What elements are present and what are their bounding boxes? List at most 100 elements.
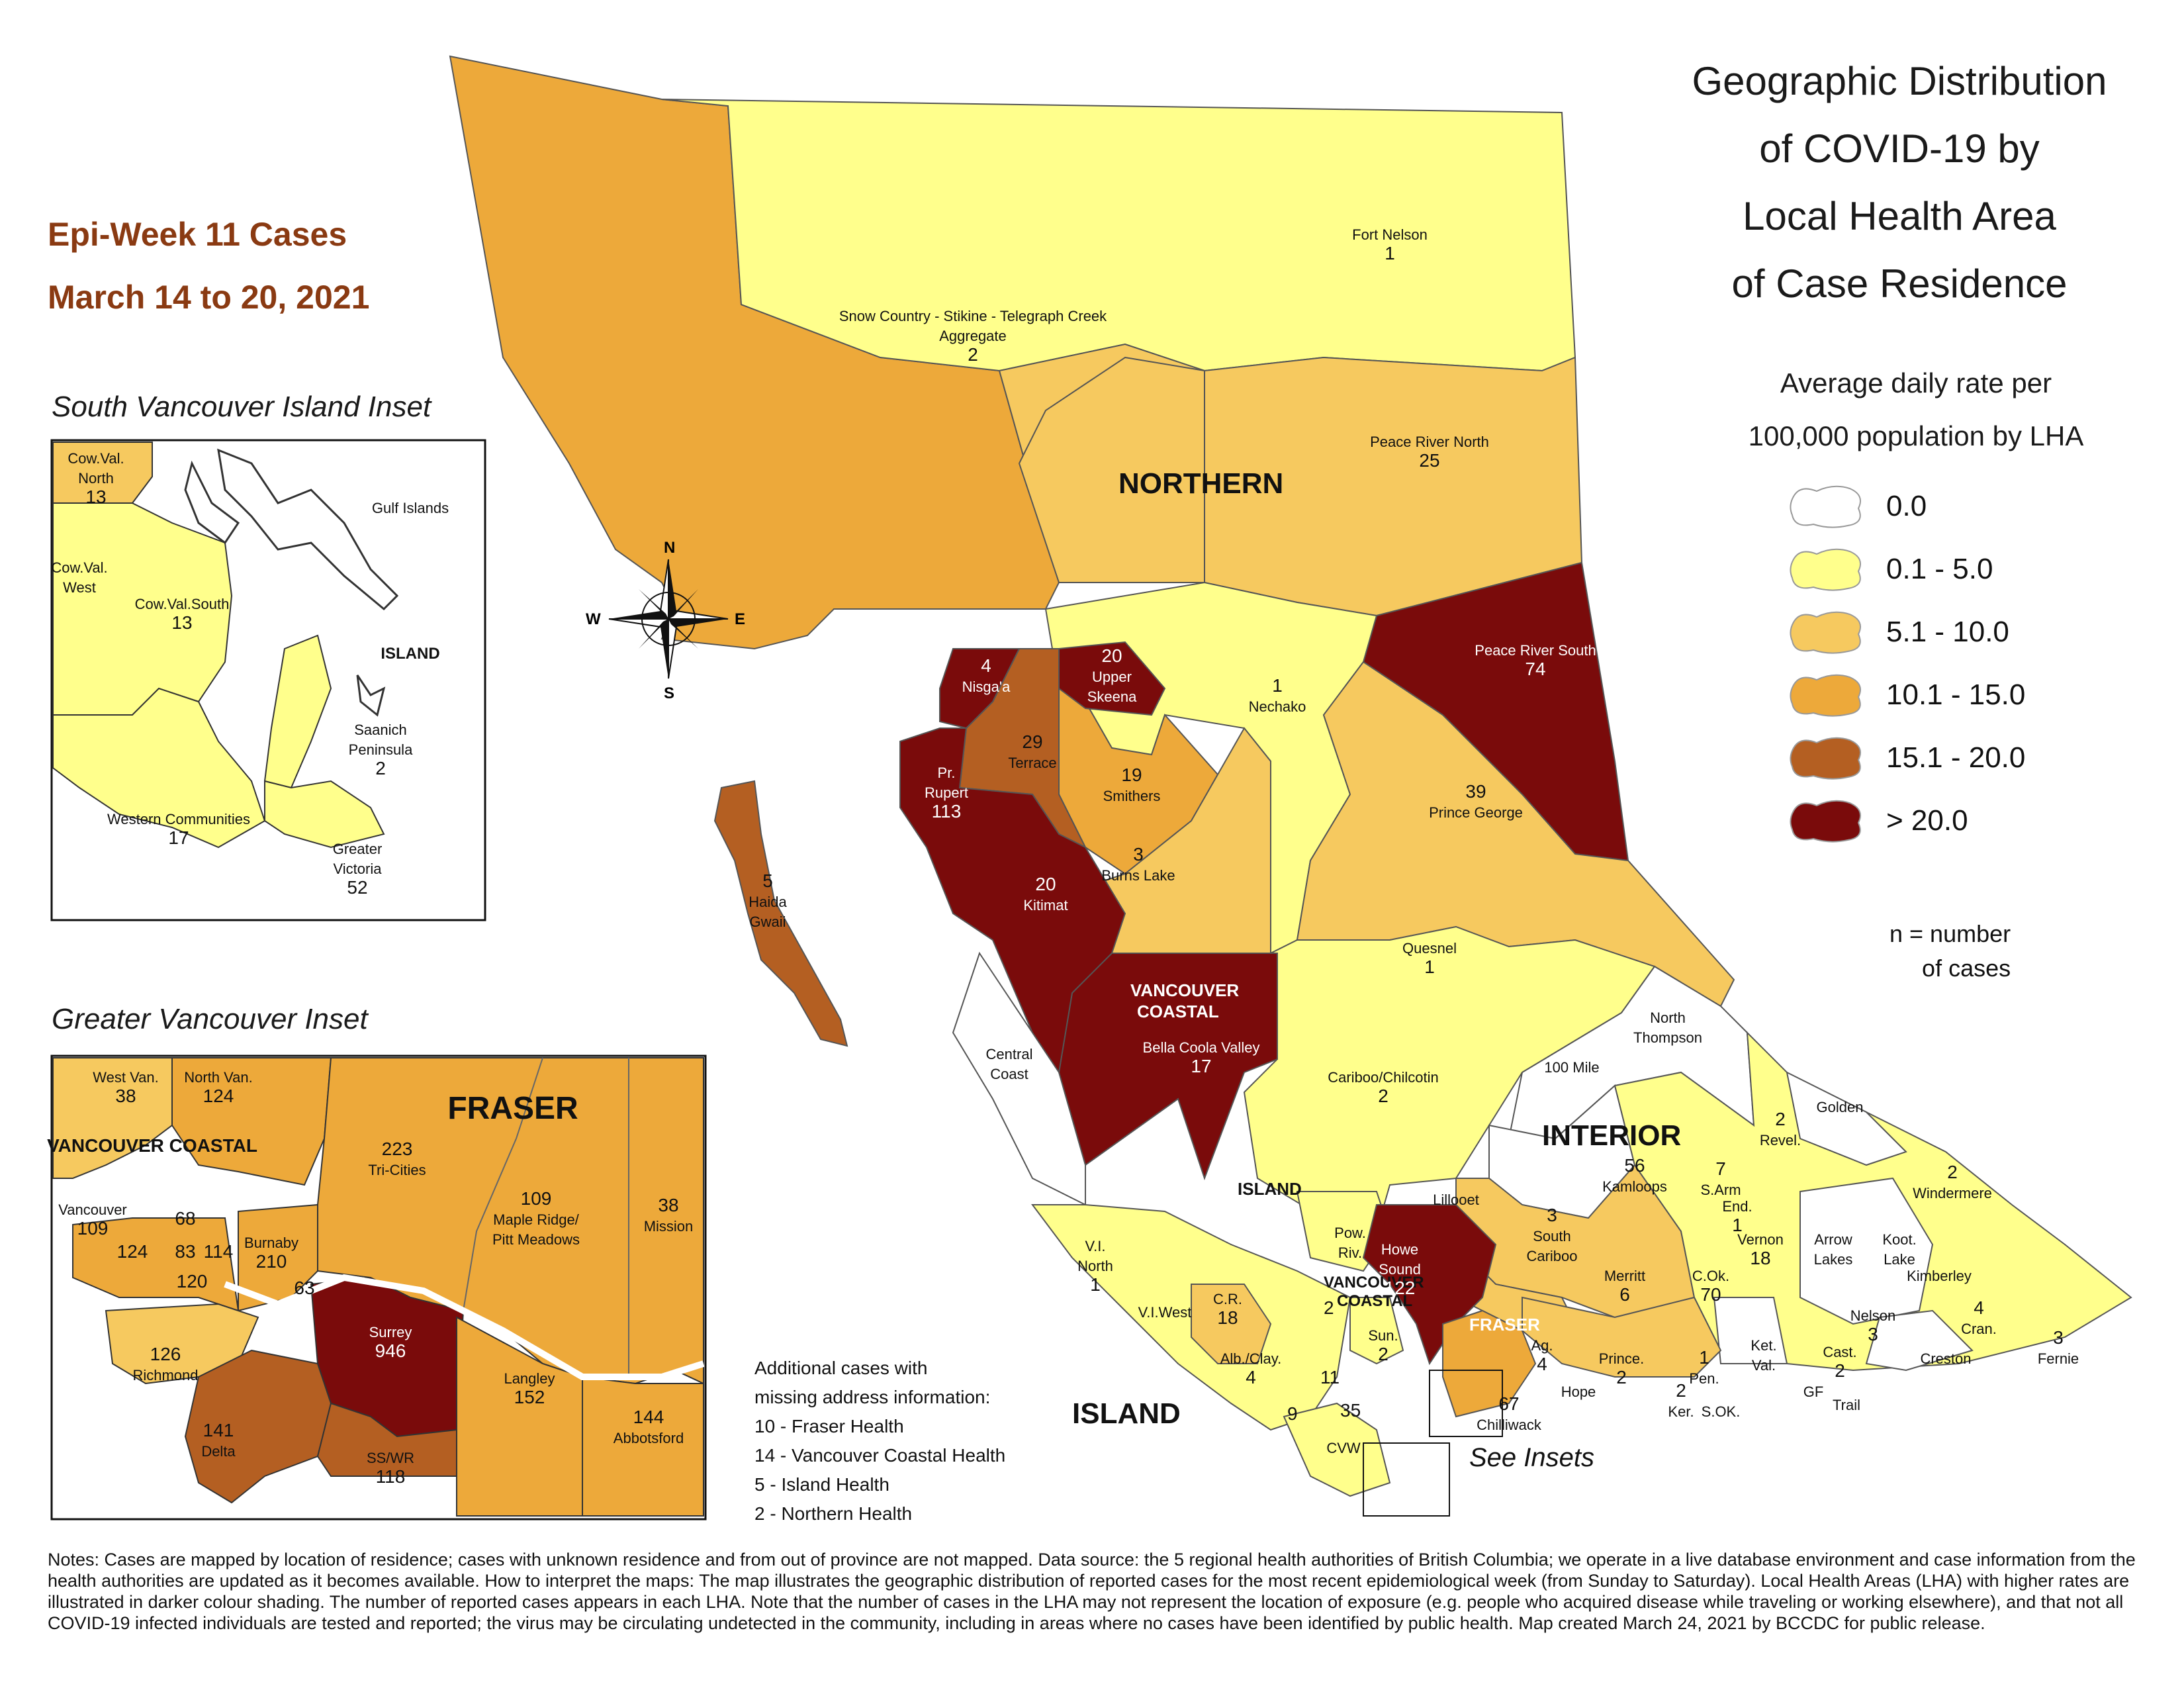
lha-count: 144: [633, 1407, 664, 1427]
region-vancouver-coastal: VANCOUVER COASTAL: [1130, 980, 1239, 1021]
lha-label: 1 Nechako: [1249, 675, 1306, 715]
lha-name: Chilliwack: [1477, 1417, 1542, 1433]
region-island-main: ISLAND: [1072, 1397, 1181, 1430]
small-counts: 11 35 9 2: [1287, 1297, 1361, 1424]
lha-name: Prince George: [1429, 804, 1523, 821]
missing-address-note: Additional cases with missing address in…: [754, 1354, 1005, 1528]
lha-name: C.R.: [1213, 1291, 1242, 1307]
greater-van-inset-title: Greater Vancouver Inset: [52, 1003, 368, 1035]
lha-name: Ket.: [1751, 1337, 1776, 1354]
lha-count: 17: [1191, 1056, 1211, 1076]
gv-abbotsford: [582, 1376, 704, 1517]
lha-name: Sun.: [1368, 1327, 1398, 1344]
lha-name: Creston: [1920, 1350, 1971, 1367]
lha-label: 29 Terrace: [1008, 731, 1056, 771]
lha-name: Sound: [1379, 1261, 1421, 1278]
lha-name: Pitt Meadows: [492, 1231, 580, 1248]
lha-name: Burns Lake: [1101, 867, 1175, 884]
lha-name: Vancouver: [58, 1201, 127, 1218]
missing-line: 10 - Fraser Health: [754, 1416, 904, 1436]
lha-name: Maple Ridge/: [493, 1211, 580, 1228]
lha-name: Vernon: [1737, 1231, 1784, 1248]
lha-name: Gulf Islands: [372, 500, 449, 516]
epi-week-title: Epi-Week 11 Cases: [48, 216, 347, 253]
lha-name: Koot.: [1882, 1231, 1916, 1248]
legend-label: 10.1 - 15.0: [1886, 679, 2026, 711]
lha-haida-gwaii: [713, 780, 848, 1047]
n-note: n = number of cases: [1889, 917, 2011, 986]
lha-count: 67: [1498, 1393, 1519, 1414]
gv-vancouver-subcount: 124: [117, 1241, 148, 1262]
legend-label: 15.1 - 20.0: [1886, 741, 2026, 774]
lha-label: Hope: [1561, 1383, 1596, 1400]
lha-count: 1: [1732, 1215, 1743, 1235]
lha-name: Pow.: [1334, 1225, 1366, 1241]
legend-swatch-blob: [1790, 548, 1861, 591]
lha-name: Cariboo/Chilcotin: [1328, 1069, 1439, 1086]
lha-label: 4 Nisga'a: [962, 655, 1011, 695]
lha-label: 20 Kitimat: [1023, 874, 1068, 914]
region-interior: INTERIOR: [1542, 1119, 1681, 1152]
lha-label: 19 Smithers: [1103, 765, 1161, 804]
lha-label: 7 S.Arm: [1700, 1158, 1741, 1198]
lha-label: Pow. Riv.: [1334, 1225, 1366, 1261]
lha-count: 52: [347, 877, 367, 898]
lha-name: Peace River North: [1370, 434, 1489, 450]
map-title-line-1: Geographic Distribution: [1692, 59, 2107, 103]
lha-name: Delta: [201, 1443, 236, 1460]
lha-label: Cast.2: [1823, 1344, 1856, 1381]
lha-label: Arrow Lakes: [1814, 1231, 1853, 1268]
lha-name: Burnaby: [244, 1235, 298, 1251]
lha-name: Val.: [1752, 1357, 1776, 1374]
bc-map: .lbl { font-size:22px; fill:#111; } .lbl…: [47, 55, 2132, 1521]
lha-label: 4 Cran.: [1961, 1297, 1997, 1337]
compass-e: E: [735, 610, 745, 628]
lha-name: Pen.: [1689, 1370, 1719, 1387]
lha-label: 1 Pen.: [1689, 1347, 1719, 1387]
count-d: 2: [1324, 1297, 1334, 1318]
lha-label: 5 Haida Gwaii: [749, 870, 787, 930]
region-northern: NORTHERN: [1118, 467, 1283, 500]
lha-label: North Van.124: [184, 1069, 253, 1106]
lha-label: Prince.2: [1599, 1350, 1644, 1387]
lha-count: 4: [981, 655, 991, 676]
lha-label: 100 Mile: [1544, 1059, 1599, 1076]
lha-name: Cow.Val.South: [135, 596, 230, 612]
gv-delta: [184, 1349, 332, 1504]
lha-name: Arrow: [1814, 1231, 1852, 1248]
lha-label: V.I.West: [1138, 1304, 1192, 1321]
greater-van-inset: [50, 1055, 707, 1521]
lha-label: 126 Richmond: [132, 1344, 198, 1383]
lha-label: 2 Revel.: [1760, 1109, 1801, 1149]
lha-name: Central: [986, 1046, 1033, 1062]
lha-count: 5: [762, 870, 773, 891]
lha-name: Gwaii: [749, 914, 786, 930]
lha-label: Cow.Val. West: [51, 559, 107, 596]
lha-name: Kamloops: [1602, 1178, 1667, 1195]
lha-name: Skeena: [1087, 688, 1137, 705]
legend-item-0: 0.0: [1787, 480, 1927, 533]
lha-name: Thompson: [1633, 1029, 1702, 1046]
lha-label: Alb./Clay.4: [1220, 1350, 1282, 1387]
lha-name: S.OK.: [1702, 1403, 1741, 1420]
map-title-line-3: Local Health Area: [1743, 194, 2056, 238]
svi-gulf-islands: [217, 448, 399, 611]
n-note-line-1: n = number: [1889, 920, 2011, 947]
lha-name: Ag.: [1531, 1337, 1553, 1354]
see-insets-label: See Insets: [1469, 1443, 1595, 1472]
compass-w: W: [586, 610, 601, 628]
lha-name: Ker.: [1668, 1403, 1694, 1420]
lha-count: 74: [1525, 659, 1545, 679]
lha-label: 67 Chilliwack: [1477, 1393, 1542, 1433]
lha-name: North: [78, 470, 114, 487]
gv-vancouver-subcount: 120: [177, 1271, 208, 1291]
region-fraser-small: FRASER: [1469, 1315, 1540, 1335]
lha-label: Central Coast: [986, 1046, 1033, 1082]
svi-greater-victoria: [264, 780, 385, 849]
